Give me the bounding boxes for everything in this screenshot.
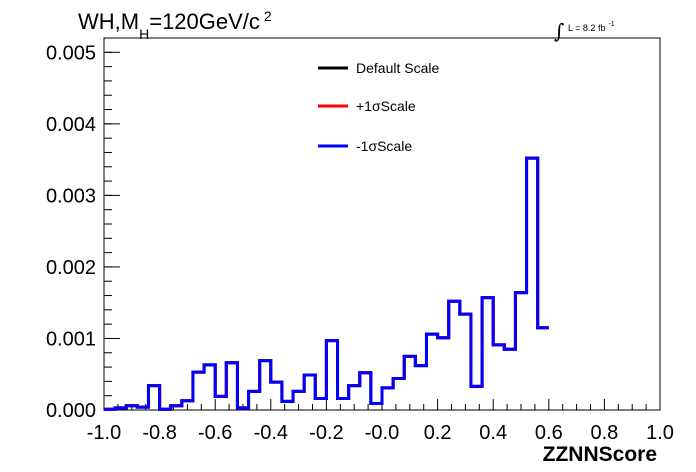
integral-symbol: ∫: [554, 19, 564, 43]
luminosity-text: L = 8.2 fb: [568, 23, 605, 33]
x-tick-label: 1.0: [646, 422, 674, 444]
y-tick-label: 0.001: [46, 328, 96, 350]
legend: Default Scale +1σScale -1σScale: [318, 60, 439, 154]
plot-frame: [103, 37, 661, 411]
x-tick-label: -0.8: [142, 422, 176, 444]
y-tick-label: 0.002: [46, 257, 96, 279]
y-axis: 0.000 0.001 0.002 0.003 0.004 0.005: [46, 37, 120, 422]
x-tick-label: -0.0: [365, 422, 399, 444]
x-tick-label: -0.6: [198, 422, 232, 444]
x-axis-title: ZZNNScore: [543, 443, 657, 466]
x-tick-label: -1.0: [87, 422, 121, 444]
legend-label-default: Default Scale: [356, 60, 439, 76]
chart-title: WH,MH=120GeV/c 2: [78, 8, 272, 42]
y-tick-label: 0.005: [46, 42, 96, 64]
y-tick-label: 0.000: [46, 400, 96, 422]
x-axis: -1.0 -0.8 -0.6 -0.4 -0.2 -0.0 0.2 0.4 0.6 0.8 1.0: [87, 399, 674, 444]
luminosity-label: L = 8.2 fb -1: [568, 21, 615, 33]
x-tick-label: 0.2: [424, 422, 452, 444]
x-tick-label: 0.8: [590, 422, 618, 444]
x-tick-label: -0.2: [309, 422, 343, 444]
title-main: WH,M: [78, 9, 139, 34]
legend-label-plus: +1σScale: [356, 98, 416, 114]
legend-label-minus: -1σScale: [356, 138, 412, 154]
y-tick-label: 0.004: [46, 114, 96, 136]
x-tick-label: 0.6: [535, 422, 563, 444]
luminosity-superscript: -1: [608, 21, 614, 28]
title-subscript: H: [139, 26, 149, 42]
title-rest: =120GeV/c: [149, 9, 260, 34]
series-group: [104, 156, 549, 411]
y-tick-label: 0.003: [46, 185, 96, 207]
x-tick-label: 0.4: [479, 422, 507, 444]
x-tick-label: -0.4: [254, 422, 288, 444]
title-superscript: 2: [264, 8, 272, 24]
series-3-histogram: [104, 156, 549, 411]
